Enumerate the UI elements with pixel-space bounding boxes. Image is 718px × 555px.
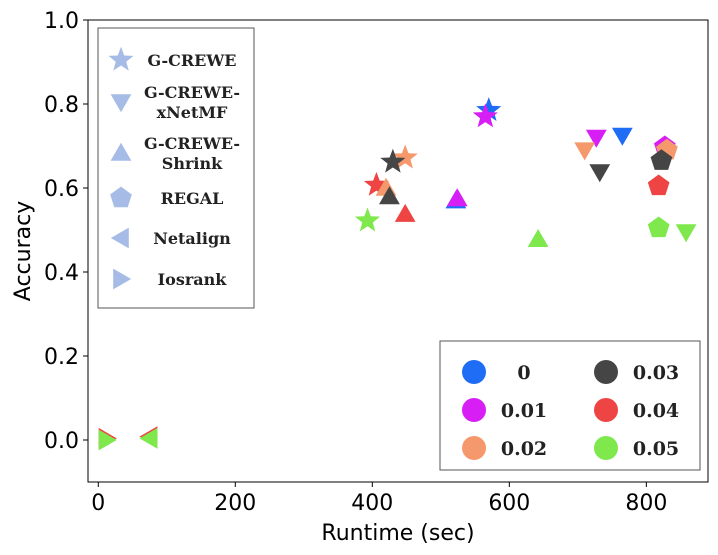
noise-legend-swatch <box>594 360 618 384</box>
x-tick-label: 800 <box>625 491 667 516</box>
noise-legend-label: 0.03 <box>633 362 679 384</box>
data-point-g-crewe-noise-0 <box>476 97 502 121</box>
noise-legend-label: 0.02 <box>501 438 547 460</box>
method-legend-frame <box>97 27 255 309</box>
data-point-g-crewe-xnetmf-noise-0.01 <box>585 129 607 148</box>
data-point-g-crewe-shrink-noise-0.04 <box>394 203 416 222</box>
noise-legend-swatch <box>462 436 486 460</box>
noise-legend-swatch <box>594 398 618 422</box>
method-legend-label: G-CREWE- <box>144 134 240 153</box>
data-point-g-crewe-noise-0.03 <box>380 148 406 173</box>
data-point-regal-noise-0.04 <box>647 174 670 196</box>
data-point-regal-noise-0.05 <box>647 216 670 238</box>
method-legend-label: Iosrank <box>158 270 228 289</box>
noise-legend-swatch <box>594 436 618 460</box>
data-point-g-crewe-shrink-noise-0.05 <box>527 229 549 248</box>
y-tick-label: 0.4 <box>44 261 79 286</box>
noise-legend: 0 0.01 0.02 0.03 0.04 0.05 <box>439 340 701 471</box>
data-point-g-crewe-xnetmf-noise-0.02 <box>574 142 596 161</box>
y-tick-label: 0.6 <box>44 177 79 202</box>
noise-legend-label: 0.04 <box>633 400 679 422</box>
y-tick-label: 0.2 <box>44 345 79 370</box>
data-point-g-crewe-xnetmf-noise-0.03 <box>589 164 611 183</box>
y-axis-title: Accuracy <box>11 201 36 301</box>
y-tick-label: 0.0 <box>44 429 79 454</box>
noise-legend-label: 0.01 <box>501 400 547 422</box>
x-tick-label: 600 <box>488 491 530 516</box>
data-point-netalign-noise-0.05 <box>139 427 158 449</box>
legend-marker-triangle-right <box>113 268 132 290</box>
x-tick-label: 200 <box>214 491 256 516</box>
method-legend-label: G-CREWE <box>148 51 237 70</box>
noise-legend-label: 0.05 <box>633 438 679 460</box>
legend-marker-triangle-up <box>110 142 132 161</box>
data-point-iosrank-noise-0.05 <box>98 429 117 451</box>
legend-marker-triangle-down <box>110 94 132 113</box>
y-tick-label: 1.0 <box>44 9 79 34</box>
data-point-g-crewe-noise-0.01 <box>472 103 498 128</box>
data-point-g-crewe-shrink-noise-0.01 <box>446 188 468 207</box>
data-point-g-crewe-noise-0.02 <box>392 144 418 169</box>
data-point-g-crewe-xnetmf-noise-0 <box>611 127 633 146</box>
data-point-g-crewe-noise-0.04 <box>363 171 389 196</box>
noise-legend-swatch <box>462 360 486 384</box>
data-point-regal-noise-0.03 <box>650 149 673 170</box>
method-legend-label: Netalign <box>153 229 231 248</box>
data-point-g-crewe-shrink-noise-0.03 <box>379 186 400 205</box>
legend-marker-triangle-left <box>110 227 129 249</box>
method-legend-label: xNetMF <box>157 103 228 122</box>
y-axis: 0.0 0.2 0.4 0.6 0.8 1.0 <box>44 9 88 454</box>
method-legend-label: G-CREWE- <box>144 83 240 102</box>
data-point-g-crewe-xnetmf-noise-0.05 <box>675 224 697 243</box>
legend-marker-star <box>108 46 134 71</box>
noise-legend-swatch <box>462 398 486 422</box>
data-points <box>98 97 697 451</box>
legend-marker-pentagon <box>110 186 132 208</box>
x-axis-title: Runtime (sec) <box>321 521 474 546</box>
noise-legend-label: 0 <box>517 362 530 384</box>
method-legend-label: Shrink <box>162 154 223 173</box>
method-legend-label: REGAL <box>161 189 224 208</box>
data-point-g-crewe-noise-0.05 <box>354 207 381 232</box>
method-legend: G-CREWEG-CREWE-xNetMFG-CREWE-ShrinkREGAL… <box>97 27 255 309</box>
x-tick-label: 0 <box>91 491 105 516</box>
x-axis: 0 200 400 600 800 <box>91 482 667 516</box>
y-tick-label: 0.8 <box>44 93 79 118</box>
x-tick-label: 400 <box>351 491 393 516</box>
